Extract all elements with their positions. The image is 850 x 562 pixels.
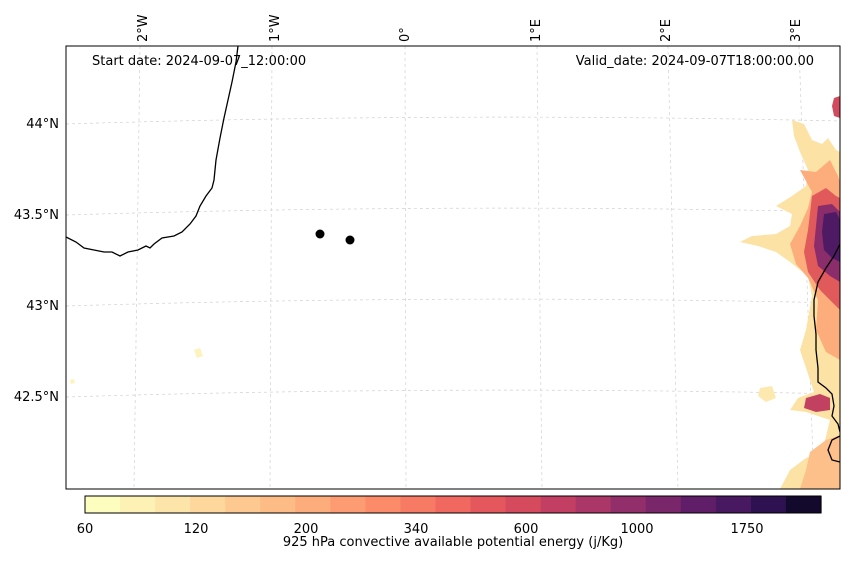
colorbar <box>85 496 822 513</box>
cape-region-small-west <box>758 386 776 402</box>
colorbar-swatch <box>225 496 261 513</box>
colorbar-swatch <box>120 496 156 513</box>
lon-label-2w: 2°W <box>136 14 151 42</box>
colorbar-frame <box>84 495 822 514</box>
colorbar-swatch <box>295 496 331 513</box>
colorbar-tick-120: 120 <box>184 522 209 537</box>
longitude-labels: 2°W 1°W 0° 1°E 2°E 3°E <box>136 14 804 42</box>
colorbar-tick-200: 200 <box>294 522 319 537</box>
meridian-1w <box>269 46 273 489</box>
lat-label-42-5n: 42.5°N <box>14 390 59 405</box>
meridian-0 <box>404 46 407 489</box>
colorbar-swatch <box>365 496 402 513</box>
meridian-2e <box>667 46 679 489</box>
meridian-1e <box>536 46 543 489</box>
lon-label-1w: 1°W <box>268 14 283 42</box>
cape-speck-1 <box>194 348 203 358</box>
colorbar-swatch <box>750 496 787 513</box>
location-markers <box>315 229 355 245</box>
cape-region-north-patch <box>832 96 840 118</box>
colorbar-tick-60: 60 <box>77 522 94 537</box>
colorbar-swatch <box>260 496 296 513</box>
colorbar-swatch <box>155 496 191 513</box>
colorbar-tick-1000: 1000 <box>620 522 653 537</box>
colorbar-swatch <box>680 496 717 513</box>
coastlines <box>66 46 840 463</box>
lon-label-1e: 1°E <box>529 19 544 42</box>
map-frame <box>65 45 841 490</box>
colorbar-swatch <box>505 496 542 513</box>
colorbar-swatch <box>435 496 472 513</box>
meridian-2w <box>133 46 141 489</box>
cape-region-southeast <box>800 436 840 489</box>
parallel-43n <box>66 298 840 307</box>
valid-date-label: Valid_date: 2024-09-07T18:00:00.00 <box>576 54 814 69</box>
lat-label-43n: 43°N <box>26 299 59 314</box>
lon-label-3e: 3°E <box>789 19 804 42</box>
start-date-label: Start date: 2024-09-07_12:00:00 <box>92 54 306 69</box>
lon-label-2e: 2°E <box>659 19 674 42</box>
parallel-42-5n <box>66 389 840 398</box>
colorbar-label: 925 hPa convective available potential e… <box>283 535 623 550</box>
parallel-44n <box>66 116 840 125</box>
colorbar-swatch <box>785 496 822 513</box>
cape-region-peak <box>822 212 840 262</box>
parallel-gridlines <box>66 116 840 398</box>
mediterranean-coastline <box>813 243 840 433</box>
colorbar-swatch <box>715 496 752 513</box>
lat-label-43-5n: 43.5°N <box>14 208 59 223</box>
colorbar-swatch <box>330 496 366 513</box>
colorbar-swatch <box>470 496 507 513</box>
lat-label-44n: 44°N <box>26 117 59 132</box>
colorbar-swatch <box>540 496 577 513</box>
cape-filled-contours <box>70 96 840 489</box>
colorbar-swatch <box>610 496 647 513</box>
colorbar-swatch <box>85 496 121 513</box>
colorbar-tick-600: 600 <box>514 522 539 537</box>
colorbar-ticks: 60 120 200 340 600 1000 1750 <box>77 522 764 537</box>
colorbar-swatch <box>400 496 437 513</box>
location-marker-2 <box>345 235 355 245</box>
cape-speck-2 <box>70 379 75 384</box>
latitude-labels: 44°N 43.5°N 43°N 42.5°N <box>14 117 59 405</box>
meridian-3e <box>798 46 815 489</box>
colorbar-swatch <box>645 496 682 513</box>
mediterranean-coastline-south <box>827 435 840 463</box>
map-plot-area <box>66 46 840 489</box>
colorbar-tick-1750: 1750 <box>730 522 763 537</box>
bay-of-biscay-coastline <box>66 46 239 257</box>
parallel-43-5n <box>66 207 840 216</box>
colorbar-swatch <box>575 496 612 513</box>
colorbar-swatch <box>190 496 226 513</box>
cape-region-south-patch <box>804 394 830 412</box>
location-marker-1 <box>315 229 325 239</box>
lon-label-0: 0° <box>398 27 413 42</box>
meridian-gridlines <box>133 46 815 489</box>
colorbar-tick-340: 340 <box>404 522 429 537</box>
